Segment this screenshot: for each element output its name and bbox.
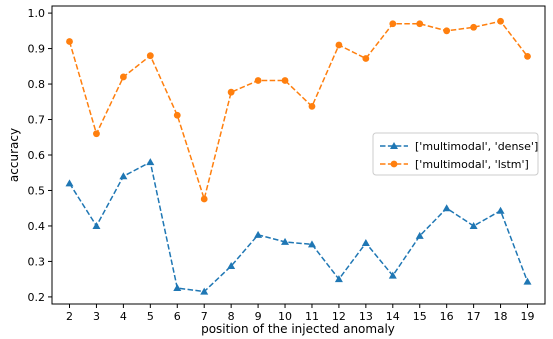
y-tick-label: 0.2 xyxy=(28,291,46,304)
x-axis-label: position of the injected anomaly xyxy=(201,322,395,336)
y-tick-label: 0.7 xyxy=(28,114,46,127)
y-tick-label: 0.6 xyxy=(28,149,46,162)
series-0-point xyxy=(415,231,424,239)
series-0-point xyxy=(307,240,316,248)
x-tick-label: 15 xyxy=(413,310,427,323)
x-tick-label: 13 xyxy=(359,310,373,323)
series-1-point xyxy=(389,20,397,28)
series-0-point xyxy=(442,204,451,212)
y-tick-label: 0.9 xyxy=(28,43,46,56)
y-tick-label: 0.8 xyxy=(28,78,46,91)
series-0-point xyxy=(334,275,343,283)
series-1-point xyxy=(93,130,100,138)
x-tick-label: 14 xyxy=(386,310,400,323)
series-1-point xyxy=(470,23,478,31)
y-tick-label: 0.4 xyxy=(28,220,46,233)
series-0-point xyxy=(200,287,209,295)
series-1-point xyxy=(146,52,154,60)
legend-label-1: ['multimodal', 'lstm'] xyxy=(415,158,529,171)
y-tick-label: 0.3 xyxy=(28,255,46,268)
series-0-point xyxy=(227,262,236,270)
x-tick-label: 16 xyxy=(440,310,454,323)
x-tick-label: 19 xyxy=(520,310,534,323)
x-tick-label: 12 xyxy=(332,310,346,323)
series-0-point xyxy=(523,277,532,285)
series-1-point xyxy=(335,41,343,49)
x-tick-label: 9 xyxy=(255,310,262,323)
series-1-point xyxy=(173,111,181,119)
legend: ['multimodal', 'dense'] ['multimodal', 'l… xyxy=(372,132,539,176)
series-1-point xyxy=(281,77,289,84)
series-0-point xyxy=(146,158,155,166)
legend-marker-1 xyxy=(390,160,398,168)
series-0-point xyxy=(92,221,101,229)
series-1-point xyxy=(362,55,370,62)
series-0-point xyxy=(173,284,182,292)
series-1-point xyxy=(497,17,504,25)
series-0-point xyxy=(65,179,74,187)
y-tick-label: 1.0 xyxy=(28,7,46,20)
series-markers xyxy=(65,17,532,295)
x-tick-label: 2 xyxy=(66,310,73,323)
x-tick-label: 8 xyxy=(228,310,235,323)
x-tick-label: 11 xyxy=(305,310,319,323)
series-1-point xyxy=(254,77,262,84)
series-0-line xyxy=(68,160,529,293)
series-1-point xyxy=(443,27,451,35)
y-axis: 0.2 0.3 0.4 0.5 0.6 0.7 0.8 0.9 1.0 xyxy=(28,7,52,304)
y-tick-label: 0.5 xyxy=(28,184,46,197)
legend-marker-0 xyxy=(390,142,398,149)
x-tick-label: 7 xyxy=(201,310,208,323)
x-tick-label: 5 xyxy=(147,310,154,323)
series-1-point xyxy=(227,88,235,96)
series-1-point xyxy=(119,73,127,81)
y-axis-label: accuracy xyxy=(7,128,21,182)
series-0-point xyxy=(119,172,128,180)
series-1-point xyxy=(416,20,424,28)
x-tick-label: 10 xyxy=(278,310,292,323)
series-0-point xyxy=(388,271,397,279)
x-tick-label: 18 xyxy=(494,310,508,323)
series-1-line xyxy=(68,20,529,202)
x-tick-label: 6 xyxy=(174,310,181,323)
x-axis: 2 3 4 5 6 7 8 9 10 11 12 13 14 15 16 17 18 19 xyxy=(66,304,534,323)
series-1-point xyxy=(308,102,316,110)
series-0-point xyxy=(254,230,263,238)
x-tick-label: 3 xyxy=(93,310,100,323)
series-1-point xyxy=(200,195,208,203)
series-0-point xyxy=(361,238,370,246)
legend-box xyxy=(372,132,539,176)
series-1-point xyxy=(524,52,531,60)
series-lines xyxy=(68,20,529,293)
series-1-point xyxy=(66,38,73,45)
series-0-point xyxy=(496,206,505,214)
x-tick-label: 4 xyxy=(120,310,127,323)
x-tick-label: 17 xyxy=(467,310,481,323)
series-0-point xyxy=(281,237,290,245)
legend-label-0: ['multimodal', 'dense'] xyxy=(415,140,538,153)
series-0-point xyxy=(469,221,478,229)
